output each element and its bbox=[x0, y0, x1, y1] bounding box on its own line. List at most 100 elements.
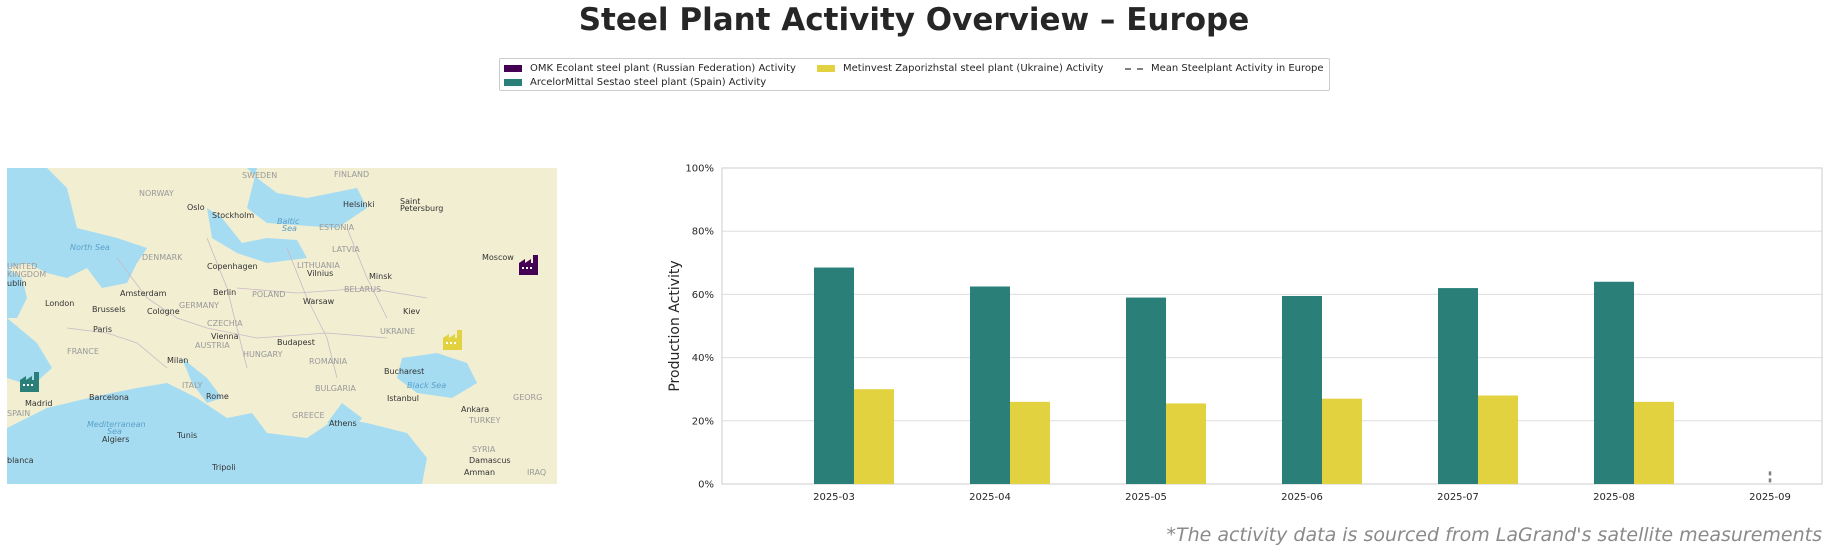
bar bbox=[814, 267, 854, 484]
legend-label-metinvest: Metinvest Zaporizhstal steel plant (Ukra… bbox=[843, 63, 1104, 74]
chart-canvas: 0% 20% 40% 60% 80% 100% Production Activity 202… bbox=[667, 164, 1823, 503]
legend-swatch-mean bbox=[1125, 67, 1143, 70]
map-label: AUSTRIA bbox=[195, 341, 230, 350]
legend-label-arcelormittal: ArcelorMittal Sestao steel plant (Spain)… bbox=[530, 77, 767, 88]
chart-legend: OMK Ecolant steel plant (Russian Federat… bbox=[499, 58, 1330, 91]
footnote: *The activity data is sourced from LaGra… bbox=[1166, 524, 1822, 546]
bar bbox=[1282, 295, 1322, 484]
aegean-sea bbox=[327, 403, 362, 433]
map-label: Berlin bbox=[213, 288, 236, 297]
map-label: ROMANIA bbox=[309, 357, 348, 366]
map-label: Vilnius bbox=[307, 269, 333, 278]
map-label: Mediterranean bbox=[87, 420, 146, 429]
bar bbox=[1478, 395, 1518, 484]
map-label: Budapest bbox=[277, 338, 315, 347]
map-label: SYRIA bbox=[472, 445, 496, 454]
factory-icon-ukraine bbox=[443, 330, 462, 350]
x-tick-label: 2025-07 bbox=[1437, 492, 1479, 503]
map-label: GEORG bbox=[513, 393, 542, 402]
bar bbox=[970, 286, 1010, 484]
plot-frame bbox=[721, 167, 1823, 485]
bar bbox=[1126, 297, 1166, 484]
map-label: ublin bbox=[7, 279, 27, 288]
x-tick-label: 2025-04 bbox=[969, 492, 1011, 503]
map-label: ESTONIA bbox=[319, 223, 355, 232]
map-label: Amsterdam bbox=[120, 289, 167, 298]
map-label: Bucharest bbox=[384, 367, 424, 376]
factory-icon-russia bbox=[519, 255, 538, 275]
x-tick-label: 2025-03 bbox=[813, 492, 855, 503]
x-tick-label: 2025-05 bbox=[1125, 492, 1167, 503]
legend-swatch-omk bbox=[504, 65, 522, 72]
map-label: ITALY bbox=[182, 381, 202, 390]
map-canvas: SWEDEN FINLAND NORWAY Oslo Stockholm Hel… bbox=[7, 168, 557, 484]
map-label: Moscow bbox=[482, 253, 514, 262]
map-label: Sea bbox=[107, 427, 122, 436]
map-label: DENMARK bbox=[142, 253, 183, 262]
map-label: Oslo bbox=[187, 203, 205, 212]
map-label: Ankara bbox=[461, 405, 489, 414]
map-label: Athens bbox=[329, 419, 357, 428]
map-label: Minsk bbox=[369, 272, 392, 281]
map-label: NORWAY bbox=[139, 189, 174, 198]
mediterranean-sea bbox=[7, 383, 427, 484]
bar bbox=[854, 389, 894, 484]
map-label: Tripoli bbox=[211, 463, 236, 472]
north-sea bbox=[7, 168, 147, 288]
bar bbox=[1438, 288, 1478, 484]
map-label: BELARUS bbox=[344, 285, 381, 294]
adriatic-sea bbox=[182, 358, 222, 403]
map-label: CZECHIA bbox=[207, 319, 243, 328]
map-label: UNITED bbox=[7, 262, 37, 271]
map-label: Sea bbox=[282, 224, 297, 233]
map-label: POLAND bbox=[252, 290, 285, 299]
map-label: LITHUANIA bbox=[297, 261, 340, 270]
bar bbox=[1594, 281, 1634, 484]
map-label: IRAQ bbox=[527, 468, 546, 477]
bar bbox=[1322, 398, 1362, 484]
baltic-sea bbox=[217, 168, 367, 228]
legend-label-mean: Mean Steelplant Activity in Europe bbox=[1151, 63, 1324, 74]
factory-icon-spain bbox=[20, 372, 39, 392]
map-label: KINGDOM bbox=[7, 270, 46, 279]
map-label: Amman bbox=[464, 468, 495, 477]
map-label: Tunis bbox=[176, 431, 197, 440]
map-label: GREECE bbox=[292, 411, 325, 420]
legend-swatch-arcelormittal bbox=[504, 79, 522, 86]
legend-item-arcelormittal: ArcelorMittal Sestao steel plant (Spain)… bbox=[504, 77, 766, 88]
europe-map: SWEDEN FINLAND NORWAY Oslo Stockholm Hel… bbox=[7, 168, 557, 484]
map-label: FINLAND bbox=[334, 170, 369, 179]
legend-item-mean: Mean Steelplant Activity in Europe bbox=[1125, 63, 1324, 74]
y-tick-label: 20% bbox=[692, 416, 714, 427]
map-label: Paris bbox=[93, 325, 112, 334]
x-tick-label: 2025-09 bbox=[1749, 492, 1791, 503]
map-label: Vienna bbox=[211, 332, 239, 341]
x-tick-label: 2025-06 bbox=[1281, 492, 1323, 503]
y-tick-label: 60% bbox=[692, 290, 714, 301]
map-label: Copenhagen bbox=[207, 262, 258, 271]
legend-item-metinvest: Metinvest Zaporizhstal steel plant (Ukra… bbox=[817, 63, 1103, 74]
map-label: Saint bbox=[400, 197, 420, 206]
map-label: Milan bbox=[167, 356, 188, 365]
page-title: Steel Plant Activity Overview – Europe bbox=[578, 2, 1250, 38]
map-label: Brussels bbox=[92, 305, 126, 314]
map-label: blanca bbox=[7, 456, 34, 465]
y-tick-label: 0% bbox=[698, 480, 714, 491]
map-label: Madrid bbox=[25, 399, 52, 408]
map-label: Petersburg bbox=[400, 204, 443, 213]
legend-item-omk: OMK Ecolant steel plant (Russian Federat… bbox=[504, 63, 796, 74]
map-label: Istanbul bbox=[387, 394, 419, 403]
bar bbox=[1166, 403, 1206, 484]
legend-swatch-metinvest bbox=[817, 65, 835, 72]
map-label: SWEDEN bbox=[242, 171, 277, 180]
activity-bar-chart: 0% 20% 40% 60% 80% 100% Production Activity 202… bbox=[660, 160, 1828, 514]
baltic-south bbox=[207, 208, 307, 263]
map-label: GERMANY bbox=[179, 301, 219, 310]
irish-sea bbox=[7, 268, 27, 318]
y-axis-label: Production Activity bbox=[667, 260, 683, 391]
map-label: Baltic bbox=[277, 217, 300, 226]
map-label: Helsinki bbox=[343, 200, 374, 209]
map-label: SPAIN bbox=[7, 409, 30, 418]
map-label: Algiers bbox=[102, 435, 129, 444]
bar bbox=[1010, 401, 1050, 484]
